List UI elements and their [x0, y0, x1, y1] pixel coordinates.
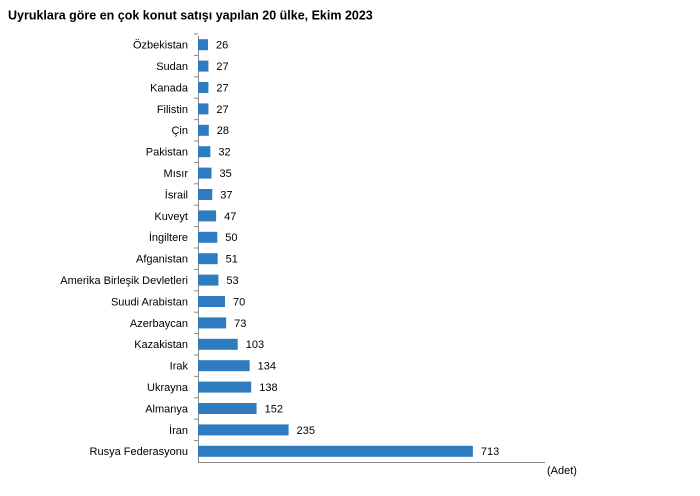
value-label: 27 [216, 82, 228, 94]
bar [198, 424, 289, 436]
value-label: 37 [220, 189, 232, 201]
bar [198, 60, 209, 72]
y-tick-label: Mısır [164, 168, 189, 180]
value-label: 47 [224, 211, 236, 223]
bar [198, 231, 218, 243]
value-label: 51 [226, 254, 238, 266]
y-tick-label: Kazakistan [134, 339, 188, 351]
bar [198, 103, 209, 115]
y-tick-label: Irak [170, 361, 189, 373]
value-label: 32 [218, 147, 230, 159]
value-label: 53 [226, 275, 238, 287]
bar [198, 82, 209, 93]
value-label: 235 [297, 425, 315, 437]
y-tick-label: Sudan [156, 61, 188, 73]
y-tick-label: Rusya Federasyonu [90, 446, 188, 458]
value-label: 27 [216, 61, 228, 73]
y-tick-label: Ukrayna [147, 382, 189, 394]
bar [198, 317, 227, 329]
bar [198, 39, 209, 51]
y-tick-label: Kanada [150, 82, 189, 94]
bar [198, 403, 257, 414]
y-tick-label: Suudi Arabistan [111, 296, 188, 308]
y-tick-label: Çin [171, 125, 188, 137]
value-label: 134 [258, 361, 276, 373]
x-axis-label: (Adet) [547, 465, 577, 477]
y-tick-label: Pakistan [146, 147, 188, 159]
y-tick-label: Özbekistan [133, 40, 188, 52]
y-tick-label: Kuveyt [154, 211, 188, 223]
y-tick-label: Azerbaycan [130, 318, 188, 330]
value-label: 70 [233, 296, 245, 308]
chart-title: Uyruklara göre en çok konut satışı yapıl… [8, 8, 373, 22]
value-label: 50 [225, 232, 237, 244]
value-label: 138 [259, 382, 277, 394]
bar [198, 124, 209, 136]
bar [198, 381, 252, 393]
bar [198, 338, 238, 350]
bar [198, 253, 218, 265]
bar [198, 274, 219, 286]
bar [198, 360, 250, 372]
bar [198, 189, 213, 200]
y-tick-label: Filistin [157, 104, 188, 116]
value-label: 713 [481, 446, 499, 458]
value-label: 26 [216, 40, 228, 52]
y-tick-label: İran [169, 424, 188, 437]
y-tick-label: İngiltere [149, 231, 188, 244]
value-label: 35 [219, 168, 231, 180]
value-label: 103 [246, 339, 264, 351]
bar [198, 210, 217, 222]
y-tick-label: Almanya [145, 403, 189, 415]
y-tick-label: Afganistan [136, 254, 188, 266]
y-tick-label: Amerika Birleşik Devletleri [60, 275, 188, 287]
bar [198, 146, 211, 158]
y-tick-label: İsrail [165, 188, 188, 201]
value-label: 73 [234, 318, 246, 330]
bar [198, 296, 225, 307]
value-label: 28 [217, 125, 229, 137]
value-label: 27 [216, 104, 228, 116]
value-label: 152 [265, 403, 283, 415]
bar [198, 445, 473, 457]
bar [198, 167, 212, 179]
